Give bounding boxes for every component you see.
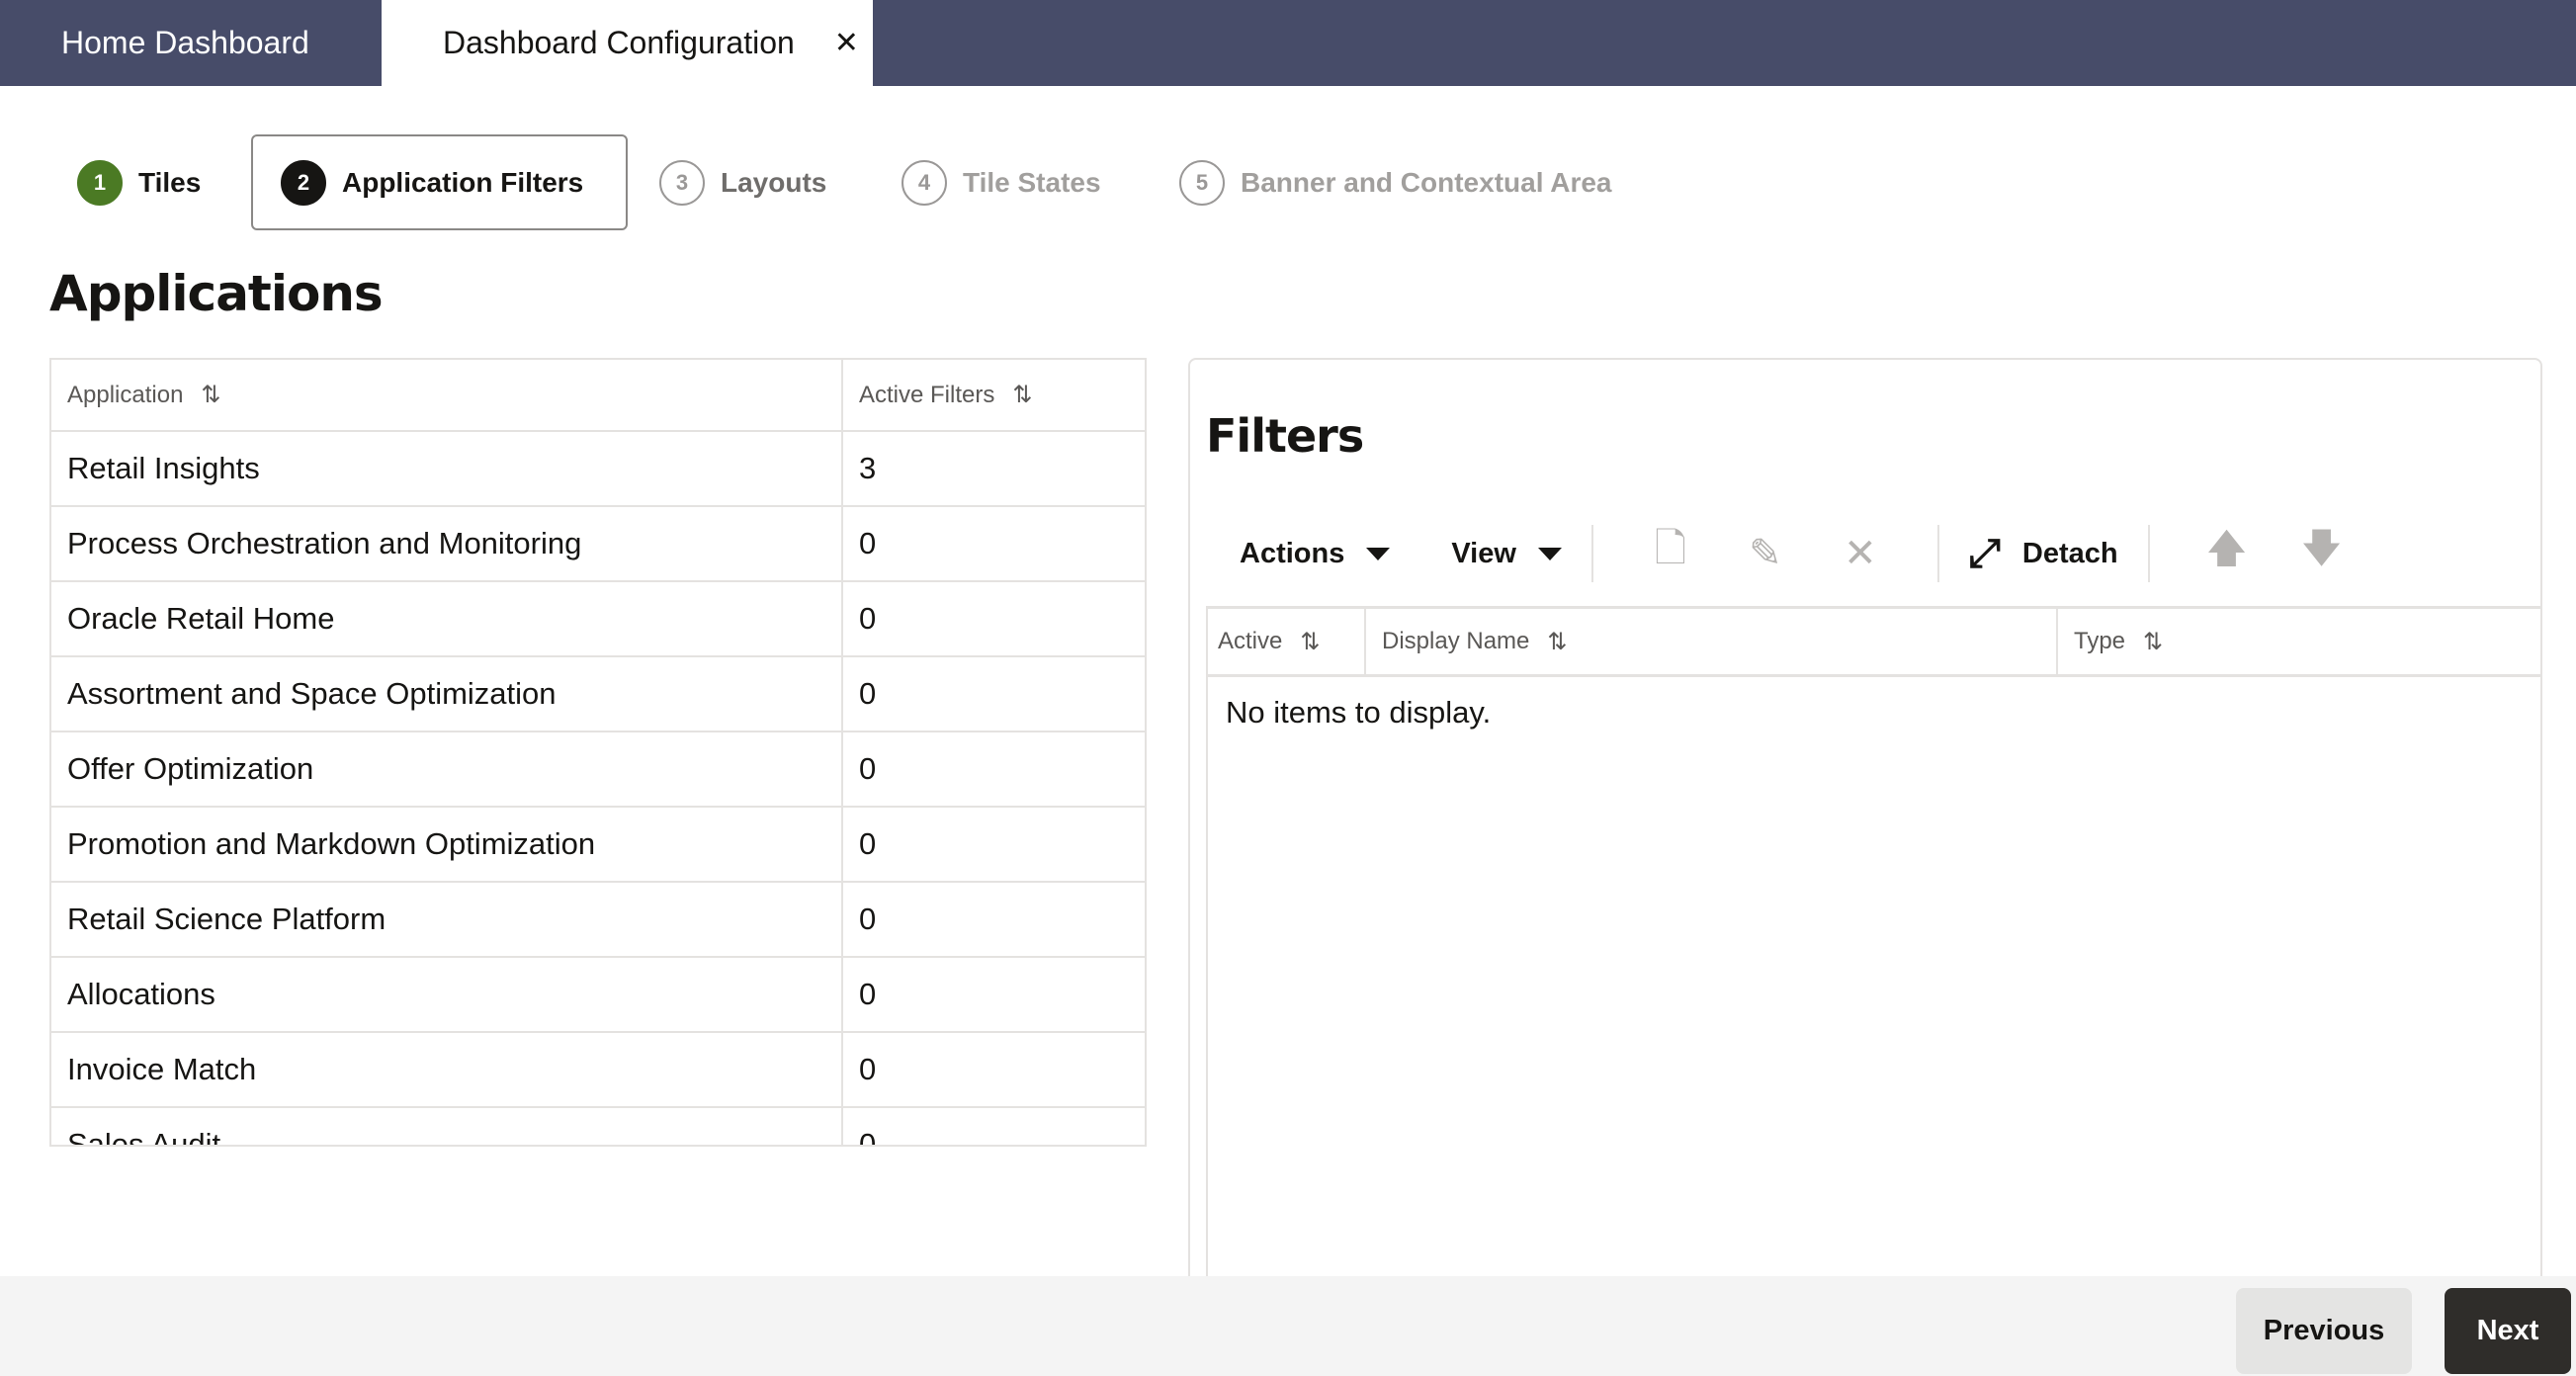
application-name: Assortment and Space Optimization <box>51 657 843 731</box>
close-icon[interactable]: ✕ <box>833 27 859 59</box>
table-header: Active ⇅ Display Name ⇅ Type ⇅ <box>1208 606 2542 677</box>
application-name: Process Orchestration and Monitoring <box>51 507 843 580</box>
application-name: Retail Science Platform <box>51 883 843 956</box>
application-name: Offer Optimization <box>51 732 843 806</box>
caret-down-icon <box>1366 547 1391 560</box>
header-label: Active <box>1218 628 1283 654</box>
step-application-filters[interactable]: 2 Application Filters <box>251 134 628 230</box>
step-label: Application Filters <box>342 166 584 198</box>
filters-toolbar: Actions View 🗋 ✎ ✕ ⤢ Detach 🡅 🡇 <box>1206 519 2369 588</box>
delete-x-icon[interactable]: ✕ <box>1844 532 1877 575</box>
header-label: Application <box>67 381 184 408</box>
toolbar-divider <box>1590 525 1593 582</box>
tab-dashboard-configuration[interactable]: Dashboard Configuration ✕ <box>382 0 873 86</box>
footer-bar: Previous Next <box>0 1276 2576 1376</box>
detach-button[interactable]: ⤢ Detach <box>1969 532 2118 576</box>
view-menu-button[interactable]: View <box>1451 538 1562 570</box>
table-row[interactable]: Process Orchestration and Monitoring 0 <box>51 507 1145 582</box>
header-label: Active Filters <box>859 381 995 408</box>
move-up-arrow-icon[interactable]: 🡅 <box>2206 527 2248 570</box>
table-row[interactable]: Invoice Match 0 <box>51 1033 1145 1108</box>
step-number: 2 <box>281 159 326 206</box>
table-row[interactable]: Offer Optimization 0 <box>51 732 1145 808</box>
step-banner-contextual-area: 5 Banner and Contextual Area <box>1179 134 1611 230</box>
active-filters-count: 0 <box>859 826 877 861</box>
step-tile-states: 4 Tile States <box>902 134 1101 230</box>
sort-icon[interactable]: ⇅ <box>1012 382 1033 408</box>
step-number: 1 <box>77 159 123 206</box>
empty-message: No items to display. <box>1226 695 1492 730</box>
step-layouts[interactable]: 3 Layouts <box>659 134 826 230</box>
step-number: 3 <box>659 159 705 206</box>
table-row[interactable]: Promotion and Markdown Optimization 0 <box>51 808 1145 883</box>
toolbar-divider <box>1936 525 1939 582</box>
column-header-active[interactable]: Active ⇅ <box>1208 609 1366 674</box>
detach-icon: ⤢ <box>1968 531 2001 575</box>
sort-icon[interactable]: ⇅ <box>1300 628 1321 655</box>
toolbar-divider <box>2147 525 2150 582</box>
table-row[interactable]: Sales Audit 0 <box>51 1108 1145 1147</box>
column-header-application[interactable]: Application ⇅ <box>51 360 843 430</box>
table-header: Application ⇅ Active Filters ⇅ <box>51 360 1145 432</box>
sort-icon[interactable]: ⇅ <box>201 382 221 408</box>
tab-label: Dashboard Configuration <box>443 25 795 60</box>
active-filters-count: 0 <box>859 676 877 711</box>
next-button[interactable]: Next <box>2445 1288 2571 1374</box>
step-label: Banner and Contextual Area <box>1241 166 1612 198</box>
detach-label: Detach <box>2021 537 2118 569</box>
applications-table[interactable]: Application ⇅ Active Filters ⇅ Retail Insi… <box>49 358 1147 1147</box>
step-label: Tile States <box>963 166 1101 198</box>
move-down-arrow-icon[interactable]: 🡇 <box>2301 527 2343 570</box>
applications-heading: Applications <box>49 265 384 322</box>
active-filters-count: 0 <box>859 601 877 636</box>
active-filters-count: 3 <box>859 451 877 485</box>
top-tab-bar: Home Dashboard Dashboard Configuration ✕ <box>0 0 2576 86</box>
step-number: 4 <box>902 159 947 206</box>
view-label: View <box>1451 537 1516 569</box>
tab-label: Home Dashboard <box>61 25 309 60</box>
application-name: Promotion and Markdown Optimization <box>51 808 843 881</box>
application-name: Retail Insights <box>51 432 843 505</box>
column-header-type[interactable]: Type ⇅ <box>2058 609 2542 674</box>
active-filters-count: 0 <box>859 751 877 786</box>
step-number: 5 <box>1179 159 1225 206</box>
active-filters-count: 0 <box>859 1052 877 1086</box>
application-name: Oracle Retail Home <box>51 582 843 655</box>
actions-label: Actions <box>1240 537 1345 569</box>
tab-home-dashboard[interactable]: Home Dashboard <box>0 0 382 86</box>
step-label: Layouts <box>721 166 827 198</box>
table-row[interactable]: Oracle Retail Home 0 <box>51 582 1145 657</box>
filters-table[interactable]: Active ⇅ Display Name ⇅ Type ⇅ No items to … <box>1206 606 2542 1278</box>
application-name: Invoice Match <box>51 1033 843 1106</box>
application-name: Allocations <box>51 958 843 1031</box>
edit-pencil-icon[interactable]: ✎ <box>1749 532 1782 575</box>
train-stepper: 1 Tiles 2 Application Filters 3 Layouts 4 Ti… <box>0 134 2576 230</box>
column-header-display-name[interactable]: Display Name ⇅ <box>1366 609 2058 674</box>
step-tiles[interactable]: 1 Tiles <box>77 134 201 230</box>
active-filters-count: 0 <box>859 1127 877 1147</box>
new-file-icon[interactable]: 🗋 <box>1654 527 1686 570</box>
active-filters-count: 0 <box>859 526 877 560</box>
table-row[interactable]: Retail Science Platform 0 <box>51 883 1145 958</box>
active-filters-count: 0 <box>859 902 877 936</box>
table-row[interactable]: Allocations 0 <box>51 958 1145 1033</box>
step-label: Tiles <box>138 166 202 198</box>
active-filters-count: 0 <box>859 977 877 1011</box>
table-row[interactable]: Assortment and Space Optimization 0 <box>51 657 1145 732</box>
previous-button[interactable]: Previous <box>2236 1288 2412 1374</box>
table-row[interactable]: Retail Insights 3 <box>51 432 1145 507</box>
actions-menu-button[interactable]: Actions <box>1240 537 1391 570</box>
sort-icon[interactable]: ⇅ <box>1547 628 1568 655</box>
header-label: Type <box>2074 628 2126 654</box>
header-label: Display Name <box>1382 628 1530 654</box>
column-header-active-filters[interactable]: Active Filters ⇅ <box>843 360 1145 430</box>
filters-heading: Filters <box>1206 409 1364 463</box>
caret-down-icon <box>1537 547 1562 560</box>
sort-icon[interactable]: ⇅ <box>2143 628 2164 655</box>
application-name: Sales Audit <box>51 1108 843 1145</box>
